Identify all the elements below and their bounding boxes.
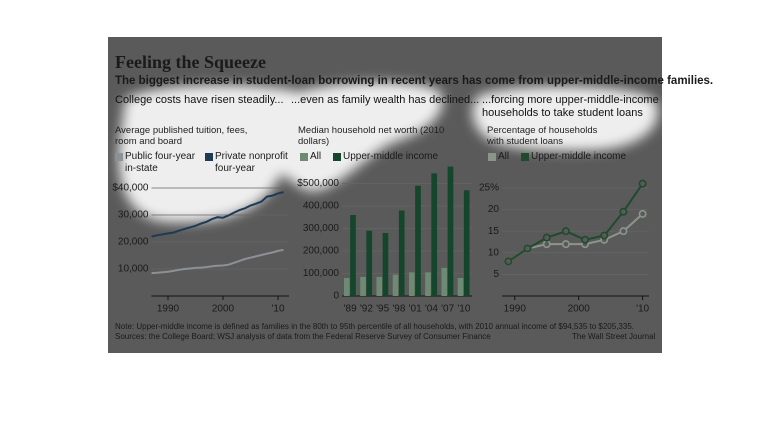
x-tick-label: 2000: [212, 304, 235, 315]
line: [151, 248, 284, 275]
y-tick-label: 20,000: [118, 237, 149, 248]
y-tick-label: 100,000: [303, 268, 340, 279]
bar: [441, 267, 448, 296]
y-tick-label: $500,000: [297, 178, 339, 189]
panel-heading: ...even as family wealth has declined...: [291, 94, 480, 106]
y-tick-label: 5: [493, 269, 499, 280]
y-tick-label: 10: [488, 247, 500, 258]
bar: [398, 210, 405, 296]
y-tick-label: 300,000: [303, 223, 340, 234]
title: Feeling the Squeeze: [115, 52, 266, 72]
x-tick-label: '07: [441, 304, 454, 315]
marker: [619, 227, 628, 236]
marker: [561, 227, 570, 236]
x-tick-label: '10: [457, 304, 470, 315]
legend-swatch: [521, 153, 529, 161]
marker: [523, 244, 532, 253]
y-tick-label: 200,000: [303, 246, 340, 257]
x-tick-label: '01: [409, 304, 422, 315]
panel-heading: College costs have risen steadily...: [115, 94, 284, 106]
credit: The Wall Street Journal: [572, 332, 656, 341]
bar: [350, 215, 356, 296]
y-tick-label: 30,000: [118, 210, 149, 221]
legend-label: All: [310, 151, 322, 162]
legend-swatch: [300, 153, 308, 161]
y-tick-label: 20: [488, 204, 500, 215]
panel-subtitle: Average published tuition, fees, room an…: [115, 125, 248, 147]
bar: [457, 278, 464, 296]
x-tick-label: '10: [636, 304, 649, 315]
marker: [619, 207, 628, 216]
bar: [376, 276, 383, 296]
legend-label: All: [498, 151, 510, 162]
y-tick-label: 15: [488, 226, 500, 237]
legend-label: Upper-middle income: [531, 151, 627, 162]
x-tick-label: '92: [360, 304, 373, 315]
marker: [561, 240, 570, 249]
x-tick-label: '98: [392, 304, 405, 315]
panel-heading: ...forcing more upper-middle-income hous…: [482, 94, 659, 119]
bar: [408, 272, 415, 296]
bar: [425, 272, 431, 296]
line: [151, 191, 284, 238]
legend-swatch: [115, 153, 123, 161]
x-tick-label: '10: [271, 304, 284, 315]
marker: [638, 209, 647, 218]
panel-subtitle: Percentage of households with student lo…: [487, 125, 598, 147]
marker: [542, 240, 551, 249]
bar: [366, 230, 373, 296]
marker: [504, 257, 513, 266]
legend-label: Upper-middle income: [343, 151, 439, 162]
y-tick-label: 0: [333, 291, 339, 302]
line: [507, 213, 644, 263]
bar: [360, 276, 366, 296]
legend-swatch: [205, 153, 213, 161]
sources: Sources: the College Board; WSJ analysis…: [115, 332, 491, 341]
marker: [542, 233, 551, 242]
bar: [343, 278, 350, 296]
y-tick-label: 25%: [479, 183, 499, 194]
bar: [382, 233, 389, 296]
legend-label: Private nonprofit four-year: [215, 151, 288, 174]
marker: [581, 235, 590, 244]
y-tick-label: $40,000: [112, 183, 149, 194]
x-tick-label: 2000: [568, 304, 591, 315]
legend-label: Public four-year in-state: [125, 151, 196, 174]
x-tick-label: '04: [425, 304, 438, 315]
panel-subtitle: Median household net worth (2010 dollars…: [298, 125, 445, 147]
marker: [600, 231, 609, 240]
x-tick-label: '89: [344, 304, 357, 315]
bar: [463, 190, 470, 296]
subtitle: The biggest increase in student-loan bor…: [115, 75, 714, 87]
marker: [638, 179, 647, 188]
bar: [415, 185, 421, 296]
note: Note: Upper-middle income is defined as …: [115, 322, 634, 331]
bar: [392, 274, 399, 296]
y-tick-label: 10,000: [118, 264, 149, 275]
bar: [431, 173, 438, 296]
x-tick-label: '95: [376, 304, 389, 315]
legend-swatch: [333, 153, 341, 161]
x-tick-label: 1990: [157, 304, 180, 315]
bar: [447, 166, 454, 296]
highlight: [118, 82, 658, 223]
x-tick-label: 1990: [504, 304, 527, 315]
legend-swatch: [488, 153, 496, 161]
y-tick-label: 400,000: [303, 201, 340, 212]
